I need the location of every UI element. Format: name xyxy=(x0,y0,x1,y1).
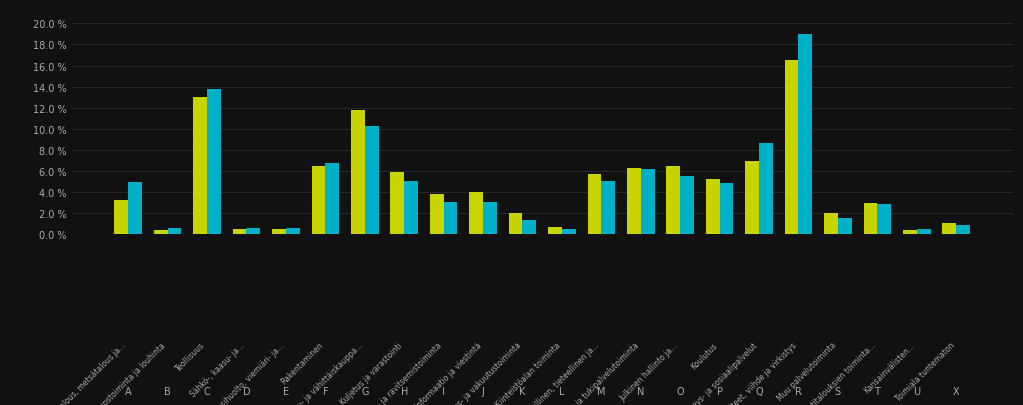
Bar xyxy=(706,179,719,235)
Bar xyxy=(312,166,325,235)
Bar xyxy=(168,228,181,235)
Bar xyxy=(942,223,957,235)
Text: Kuljetus ja varastointi: Kuljetus ja varastointi xyxy=(339,340,404,405)
Text: Q: Q xyxy=(755,386,763,396)
Bar xyxy=(587,175,602,235)
Bar xyxy=(523,220,536,235)
Text: Kiinteistöalan toiminta: Kiinteistöalan toiminta xyxy=(494,340,562,405)
Bar xyxy=(272,230,285,235)
Bar xyxy=(627,168,640,235)
Text: U: U xyxy=(914,386,921,396)
Text: Informaatio ja viestintä: Informaatio ja viestintä xyxy=(413,340,483,405)
Bar xyxy=(115,200,128,235)
Bar xyxy=(430,195,444,235)
Text: Kaivostoiminta ja louhinta: Kaivostoiminta ja louhinta xyxy=(90,340,168,405)
Text: T: T xyxy=(875,386,880,396)
Text: K: K xyxy=(520,386,526,396)
Text: P: P xyxy=(717,386,722,396)
Text: Julkinen hallinto ja...: Julkinen hallinto ja... xyxy=(619,340,680,402)
Text: Terveys- ja sosiaalipalvelut: Terveys- ja sosiaalipalvelut xyxy=(679,340,759,405)
Text: O: O xyxy=(676,386,684,396)
Bar xyxy=(863,203,878,235)
Text: S: S xyxy=(835,386,841,396)
Bar xyxy=(128,182,142,235)
Text: Muu palvelutoiminta: Muu palvelutoiminta xyxy=(775,340,838,403)
Bar xyxy=(193,98,207,235)
Text: B: B xyxy=(165,386,171,396)
Bar xyxy=(759,143,772,235)
Bar xyxy=(325,163,340,235)
Bar xyxy=(548,228,562,235)
Text: C: C xyxy=(204,386,211,396)
Bar xyxy=(483,202,497,235)
Bar xyxy=(666,166,680,235)
Bar xyxy=(903,231,917,235)
Text: Tukku- ja vähittäiskauppa...: Tukku- ja vähittäiskauppa... xyxy=(283,340,365,405)
Bar xyxy=(508,214,523,235)
Text: J: J xyxy=(482,386,485,396)
Text: I: I xyxy=(442,386,445,396)
Text: M: M xyxy=(597,386,606,396)
Text: Kotitalouksien toiminta...: Kotitalouksien toiminta... xyxy=(803,340,878,405)
Text: R: R xyxy=(795,386,802,396)
Text: Hallinto- ja tukipalvelutoiminta: Hallinto- ja tukipalvelutoiminta xyxy=(549,340,640,405)
Text: Rahoitus- ja vakuutustoiminta: Rahoitus- ja vakuutustoiminta xyxy=(434,340,523,405)
Bar xyxy=(247,228,260,235)
Bar xyxy=(602,181,615,235)
Bar xyxy=(640,170,655,235)
Bar xyxy=(838,218,852,235)
Text: Toimiala tuntematon: Toimiala tuntematon xyxy=(894,340,957,403)
Bar xyxy=(232,230,247,235)
Bar xyxy=(680,177,694,235)
Text: Teollisuus: Teollisuus xyxy=(175,340,207,373)
Text: F: F xyxy=(322,386,328,396)
Bar xyxy=(799,35,812,235)
Text: A: A xyxy=(125,386,132,396)
Text: N: N xyxy=(637,386,644,396)
Text: Rakentaminen: Rakentaminen xyxy=(279,340,325,386)
Text: H: H xyxy=(400,386,408,396)
Bar xyxy=(391,173,404,235)
Bar xyxy=(825,214,838,235)
Bar xyxy=(444,202,457,235)
Bar xyxy=(957,226,970,235)
Bar xyxy=(719,183,733,235)
Bar xyxy=(351,111,365,235)
Bar xyxy=(285,228,300,235)
Bar xyxy=(745,161,759,235)
Text: L: L xyxy=(560,386,565,396)
Bar xyxy=(878,205,891,235)
Bar xyxy=(365,126,379,235)
Text: G: G xyxy=(361,386,368,396)
Text: Kansainvälisten...: Kansainvälisten... xyxy=(862,340,917,394)
Bar xyxy=(153,231,168,235)
Text: Ammatillinen, tieteellinen ja...: Ammatillinen, tieteellinen ja... xyxy=(513,340,602,405)
Bar xyxy=(404,181,418,235)
Text: X: X xyxy=(952,386,960,396)
Bar xyxy=(207,90,221,235)
Bar xyxy=(917,230,931,235)
Bar xyxy=(470,193,483,235)
Text: Taiteet, viihde ja virkistys: Taiteet, viihde ja virkistys xyxy=(722,340,799,405)
Bar xyxy=(785,61,799,235)
Text: D: D xyxy=(242,386,251,396)
Text: Vesihuolto, viemiäri- ja...: Vesihuolto, viemiäri- ja... xyxy=(213,340,285,405)
Text: Maatalous, metsätalous ja...: Maatalous, metsätalous ja... xyxy=(45,340,128,405)
Text: Koulutus: Koulutus xyxy=(690,340,719,370)
Text: E: E xyxy=(282,386,288,396)
Bar xyxy=(562,230,576,235)
Text: Sähkö-, kaasu- ja...: Sähkö-, kaasu- ja... xyxy=(188,340,247,398)
Text: Majoitus- ja ravitsemistoiminta: Majoitus- ja ravitsemistoiminta xyxy=(353,340,444,405)
